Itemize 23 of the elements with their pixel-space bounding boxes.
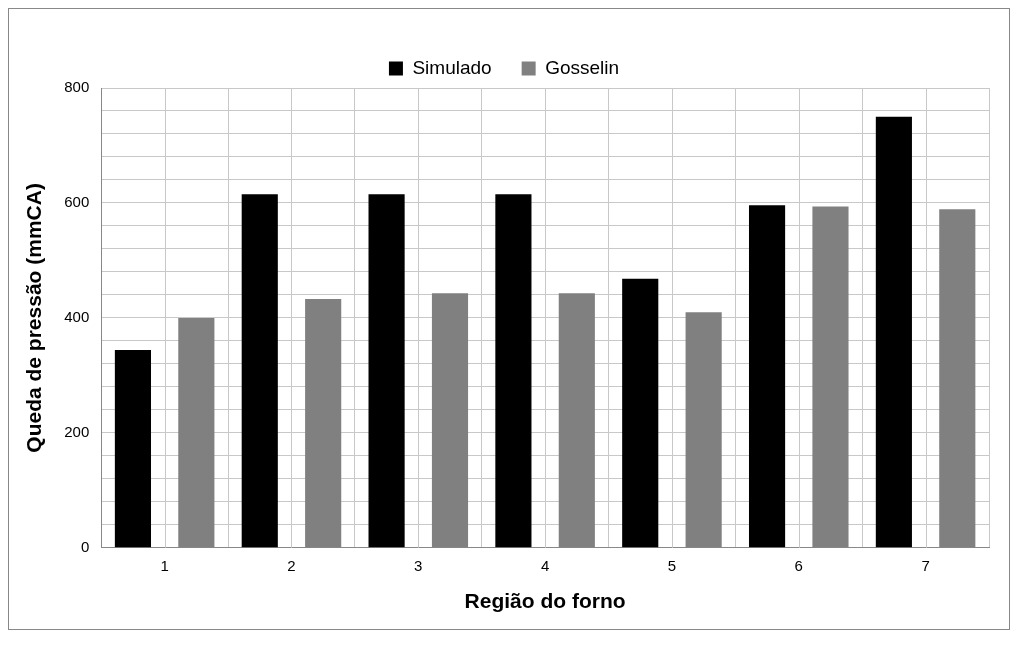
legend-label: Simulado <box>412 56 492 78</box>
y-axis-title: Queda de pressão (mmCA) <box>22 183 46 453</box>
legend-label: Gosselin <box>545 56 620 78</box>
x-axis-title: Região do forno <box>464 589 626 613</box>
x-tick-label: 6 <box>794 556 803 574</box>
bar <box>495 194 532 548</box>
x-tick-label: 5 <box>667 556 677 574</box>
x-tick-label: 1 <box>160 556 169 574</box>
x-tick-label: 2 <box>287 556 296 574</box>
bar <box>241 194 278 548</box>
y-tick-label: 0 <box>80 537 90 555</box>
y-tick-label: 400 <box>64 308 90 326</box>
y-tick-label: 800 <box>64 78 90 96</box>
bar <box>875 116 912 548</box>
bar <box>622 278 659 548</box>
x-tick-label: 7 <box>921 556 930 574</box>
y-tick-label: 600 <box>64 193 90 211</box>
bar <box>368 194 405 548</box>
y-tick-label: 200 <box>64 422 90 440</box>
x-tick-label: 3 <box>414 556 423 574</box>
bar <box>748 205 786 548</box>
x-tick-label: 4 <box>540 556 550 574</box>
bar <box>114 350 152 548</box>
